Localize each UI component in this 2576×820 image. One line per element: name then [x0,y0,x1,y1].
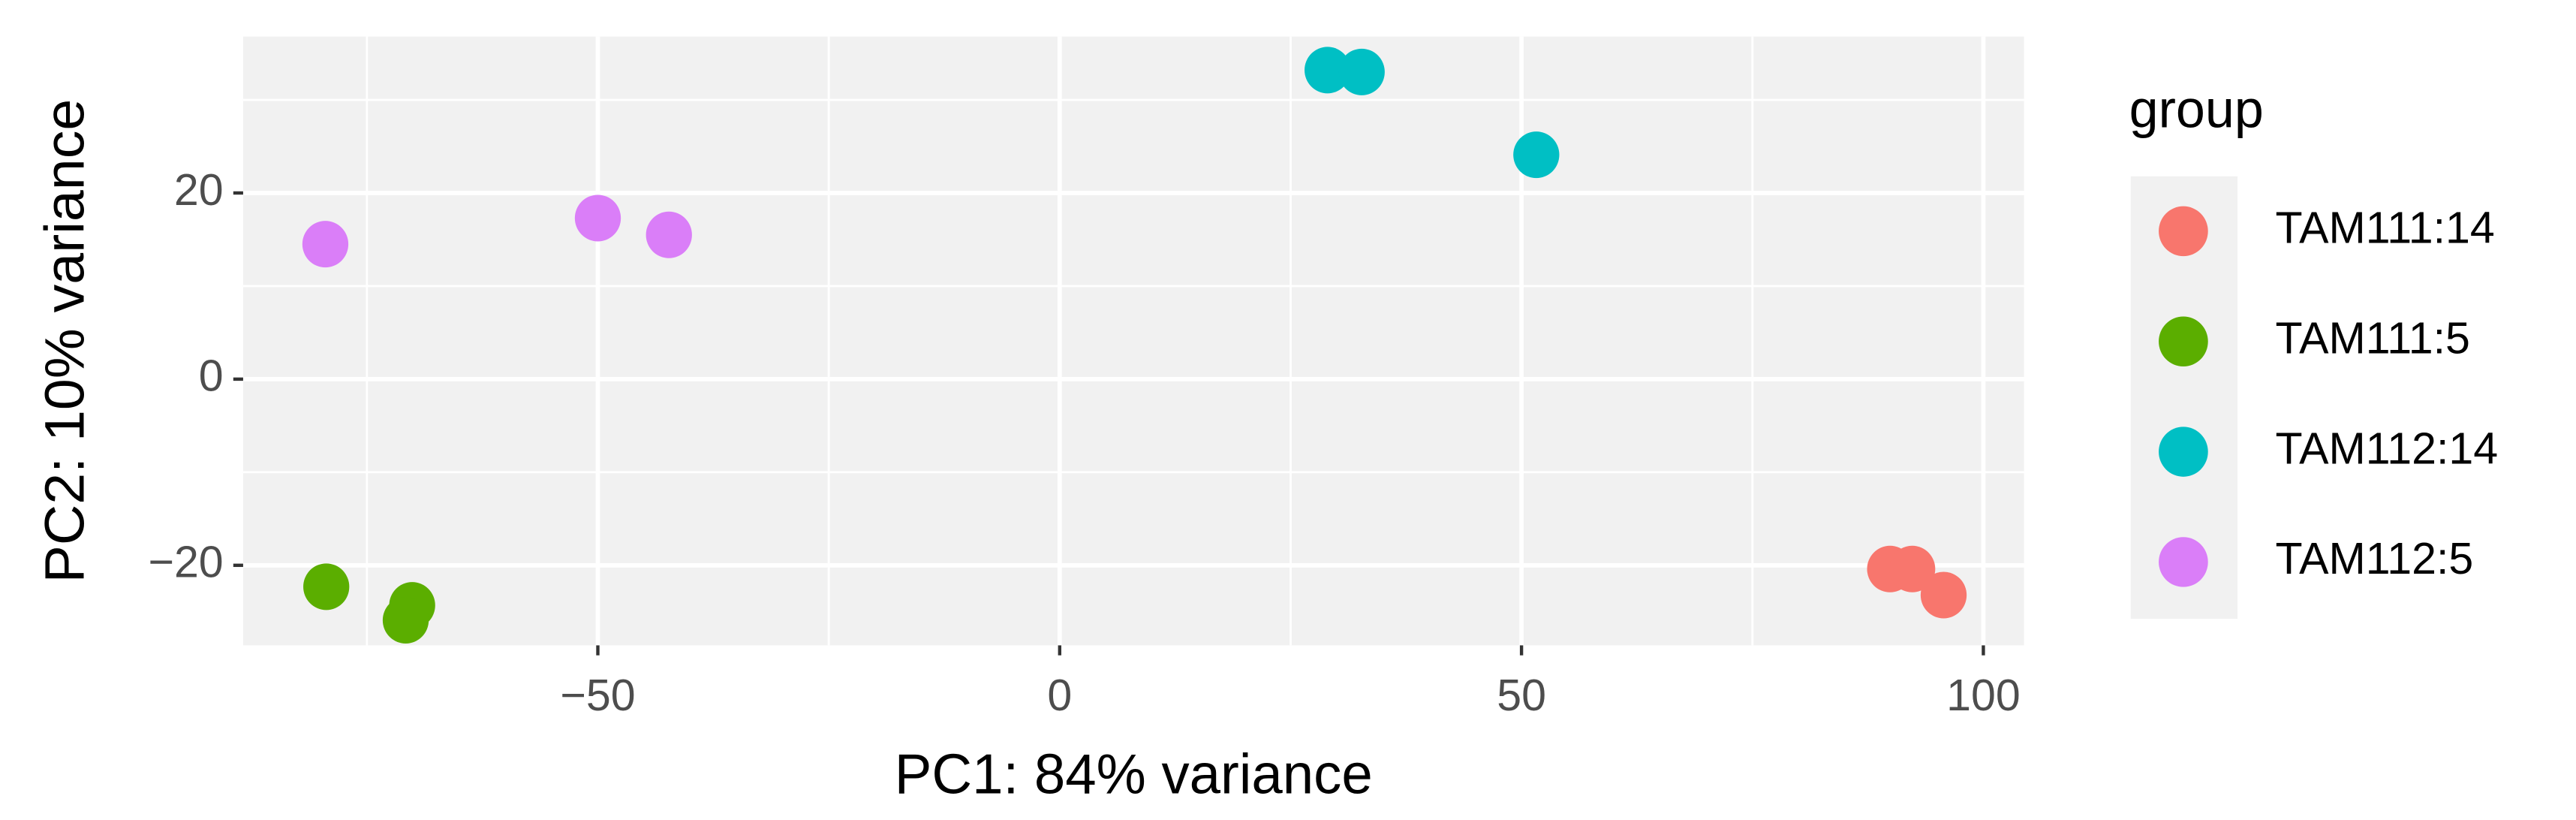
x-tick-label: −50 [560,670,635,720]
point [1338,48,1385,95]
point [303,563,350,610]
x-tick-label: 0 [1047,670,1072,720]
y-tick-label: 0 [199,350,224,400]
y-axis-title: PC2: 10% variance [33,99,95,583]
point [646,211,692,258]
panel [242,36,2024,646]
legend-label: TAM111:14 [2275,202,2494,252]
point [1305,47,1351,94]
x-tick-label: 100 [1946,670,2021,720]
legend-title: group [2129,79,2264,138]
x-tick-label: 50 [1497,670,1546,720]
point [382,596,429,644]
point [574,194,621,242]
legend-label: TAM112:14 [2275,423,2498,473]
legend-key [2159,206,2208,257]
legend-label: TAM112:5 [2275,533,2473,583]
legend-key [2159,316,2208,366]
point [1920,571,1967,619]
legend-label: TAM111:5 [2275,312,2469,363]
y-tick-label: 20 [174,164,224,214]
x-axis-title: PC1: 84% variance [895,742,1373,805]
y-tick-label: −20 [148,536,223,586]
point [1513,131,1560,179]
legend-key [2159,427,2208,477]
point [302,221,349,268]
point [1889,545,1936,592]
legend-key [2159,537,2208,587]
